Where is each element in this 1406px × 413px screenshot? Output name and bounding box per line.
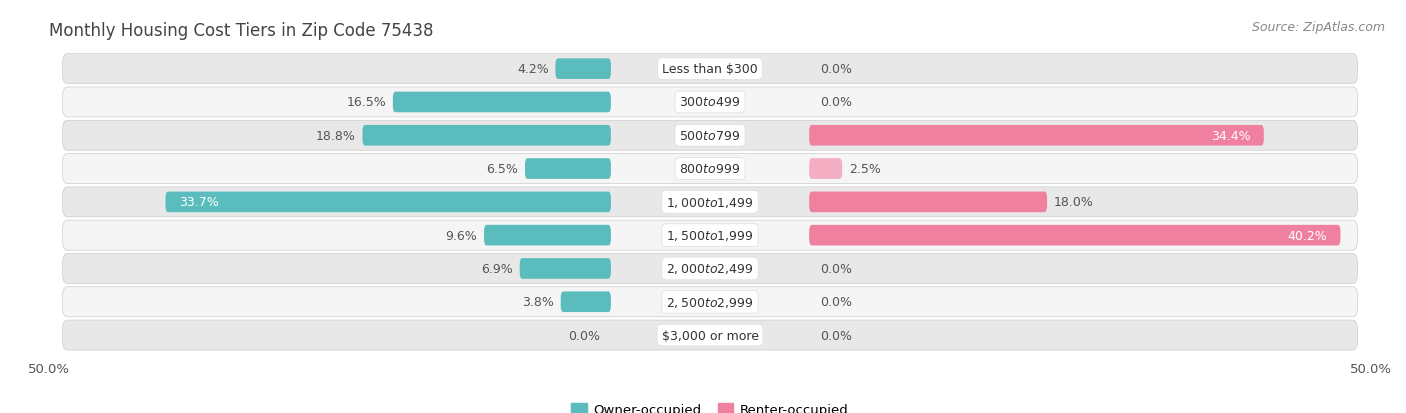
Text: 33.7%: 33.7%: [179, 196, 218, 209]
FancyBboxPatch shape: [555, 59, 612, 80]
FancyBboxPatch shape: [484, 225, 610, 246]
FancyBboxPatch shape: [810, 192, 1047, 213]
Text: 0.0%: 0.0%: [820, 329, 852, 342]
FancyBboxPatch shape: [363, 126, 610, 146]
Text: $1,500 to $1,999: $1,500 to $1,999: [666, 229, 754, 242]
FancyBboxPatch shape: [561, 292, 610, 312]
FancyBboxPatch shape: [62, 154, 1358, 184]
Text: $2,000 to $2,499: $2,000 to $2,499: [666, 262, 754, 276]
FancyBboxPatch shape: [524, 159, 610, 179]
Text: 18.0%: 18.0%: [1053, 196, 1094, 209]
Text: $800 to $999: $800 to $999: [679, 163, 741, 176]
Text: $1,000 to $1,499: $1,000 to $1,499: [666, 195, 754, 209]
FancyBboxPatch shape: [62, 221, 1358, 251]
Text: Monthly Housing Cost Tiers in Zip Code 75438: Monthly Housing Cost Tiers in Zip Code 7…: [49, 22, 433, 40]
Text: 0.0%: 0.0%: [820, 63, 852, 76]
FancyBboxPatch shape: [392, 93, 610, 113]
FancyBboxPatch shape: [62, 55, 1358, 84]
Text: $2,500 to $2,999: $2,500 to $2,999: [666, 295, 754, 309]
Text: 3.8%: 3.8%: [522, 296, 554, 309]
FancyBboxPatch shape: [62, 254, 1358, 284]
FancyBboxPatch shape: [62, 188, 1358, 217]
Text: $300 to $499: $300 to $499: [679, 96, 741, 109]
Legend: Owner-occupied, Renter-occupied: Owner-occupied, Renter-occupied: [571, 403, 849, 413]
Text: 0.0%: 0.0%: [568, 329, 600, 342]
FancyBboxPatch shape: [810, 225, 1340, 246]
Text: 0.0%: 0.0%: [820, 96, 852, 109]
Text: 34.4%: 34.4%: [1211, 129, 1250, 142]
Text: $3,000 or more: $3,000 or more: [662, 329, 758, 342]
Text: 2.5%: 2.5%: [849, 163, 880, 176]
Text: 40.2%: 40.2%: [1288, 229, 1327, 242]
FancyBboxPatch shape: [62, 88, 1358, 118]
FancyBboxPatch shape: [810, 159, 842, 179]
Text: 18.8%: 18.8%: [316, 129, 356, 142]
Text: $500 to $799: $500 to $799: [679, 129, 741, 142]
Text: 16.5%: 16.5%: [346, 96, 387, 109]
FancyBboxPatch shape: [166, 192, 610, 213]
Text: 6.5%: 6.5%: [486, 163, 519, 176]
Text: 0.0%: 0.0%: [820, 296, 852, 309]
Text: 4.2%: 4.2%: [517, 63, 548, 76]
Text: Source: ZipAtlas.com: Source: ZipAtlas.com: [1251, 21, 1385, 33]
FancyBboxPatch shape: [62, 287, 1358, 317]
Text: Less than $300: Less than $300: [662, 63, 758, 76]
FancyBboxPatch shape: [62, 121, 1358, 151]
Text: 9.6%: 9.6%: [446, 229, 478, 242]
Text: 6.9%: 6.9%: [481, 262, 513, 275]
Text: 0.0%: 0.0%: [820, 262, 852, 275]
FancyBboxPatch shape: [810, 126, 1264, 146]
FancyBboxPatch shape: [520, 259, 610, 279]
FancyBboxPatch shape: [62, 320, 1358, 350]
